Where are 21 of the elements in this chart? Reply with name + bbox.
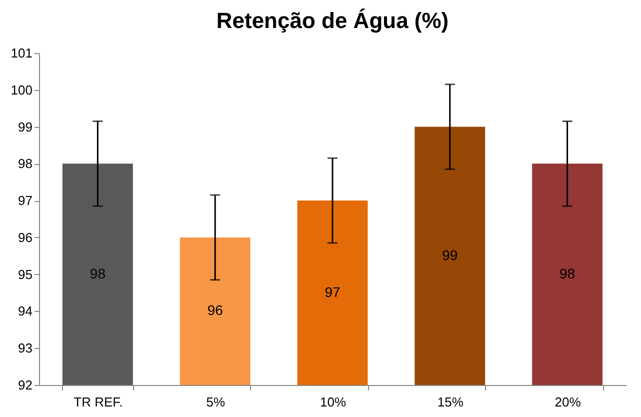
y-tick-label: 96 bbox=[18, 230, 32, 245]
y-tick-label: 92 bbox=[18, 378, 32, 392]
data-label: 98 bbox=[560, 265, 576, 282]
x-tick-label: 20% bbox=[554, 394, 582, 410]
y-tick-label: 97 bbox=[18, 193, 32, 208]
y-tick-label: 100 bbox=[10, 82, 32, 98]
y-tick-label: 99 bbox=[18, 119, 32, 134]
x-tick-label: 10% bbox=[320, 394, 346, 410]
data-label: 96 bbox=[207, 302, 224, 318]
x-tick-label: 15% bbox=[437, 394, 464, 410]
x-tick-label: 5% bbox=[206, 394, 226, 410]
data-label: 98 bbox=[90, 265, 106, 282]
y-tick-label: 95 bbox=[18, 266, 32, 282]
data-label: 97 bbox=[324, 284, 340, 300]
y-tick-label: 98 bbox=[18, 156, 32, 172]
chart-title: Retenção de Água (%) bbox=[216, 8, 449, 33]
y-tick-label: 94 bbox=[18, 304, 32, 319]
y-tick-label: 101 bbox=[10, 46, 32, 60]
y-tick-label: 93 bbox=[18, 340, 32, 356]
data-label: 99 bbox=[442, 246, 458, 263]
x-tick-label: TR REF. bbox=[74, 394, 123, 410]
